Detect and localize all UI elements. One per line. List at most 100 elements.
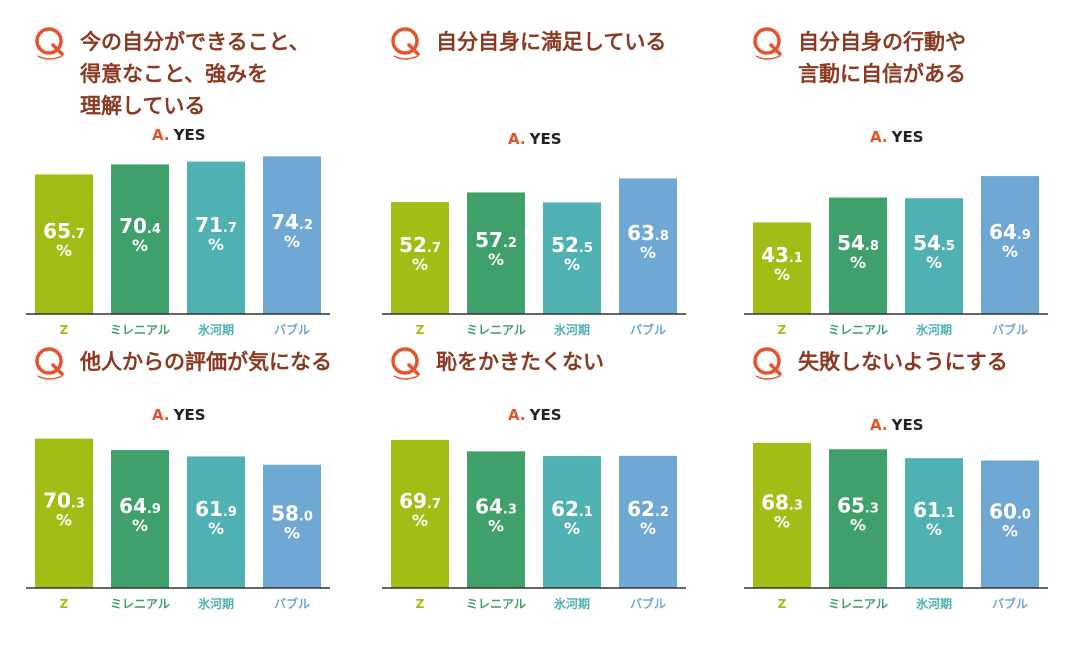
question-title-line: 得意なこと、強みを bbox=[80, 62, 269, 86]
category-label: 氷河期 bbox=[197, 596, 234, 611]
bar-value-label: 65.3 bbox=[837, 494, 879, 518]
bar-value-label: 70.4 bbox=[119, 214, 161, 238]
bar-unit-label: % bbox=[488, 517, 504, 536]
question-title-line: 言動に自信がある bbox=[798, 62, 966, 86]
bar bbox=[905, 458, 963, 588]
bar-unit-label: % bbox=[208, 519, 224, 538]
question-title-line: 理解している bbox=[80, 94, 206, 118]
category-label: Z bbox=[416, 597, 425, 611]
bar-value-label: 52.5 bbox=[551, 233, 593, 257]
bar-unit-label: % bbox=[1002, 521, 1018, 540]
bar-value-label: 69.7 bbox=[399, 489, 441, 513]
answer-label: A. YES bbox=[152, 126, 206, 144]
bar-value-label: 43.1 bbox=[761, 243, 803, 267]
bar-value-label: 58.0 bbox=[271, 501, 313, 525]
question-title-line: 恥をかきたくない bbox=[436, 350, 604, 374]
bar-unit-label: % bbox=[56, 241, 72, 260]
bar bbox=[263, 156, 321, 314]
bar-unit-label: % bbox=[284, 232, 300, 251]
chart-panel: 恥をかきたくない A. YES 69.7% Z 64.3% ミレニアル 62.1% 氷河期 62.… bbox=[382, 346, 730, 646]
bar bbox=[111, 164, 169, 314]
bar bbox=[467, 451, 525, 588]
bar bbox=[35, 438, 93, 588]
bar-value-label: 65.7 bbox=[43, 219, 85, 243]
bar-value-label: 64.9 bbox=[119, 494, 161, 518]
chart-panel: 失敗しないようにする A. YES 68.3% Z 65.3% ミレニアル 61.1% 氷河期 6… bbox=[744, 346, 1080, 646]
bar-chart: 65.7% Z 70.4% ミレニアル 71.7% 氷河期 74.2% バブル bbox=[26, 156, 330, 337]
bar-unit-label: % bbox=[56, 510, 72, 529]
bar bbox=[543, 456, 601, 588]
bar bbox=[981, 176, 1039, 314]
bar bbox=[391, 202, 449, 314]
bar-value-label: 64.9 bbox=[989, 220, 1031, 244]
question-title-line: 他人からの評価が気になる bbox=[80, 350, 332, 374]
question-title: 失敗しないようにする bbox=[798, 346, 1080, 378]
question-q-icon bbox=[753, 347, 782, 380]
category-label: バブル bbox=[630, 596, 666, 611]
question-q-icon bbox=[391, 27, 420, 60]
bar bbox=[391, 439, 449, 588]
answer-yes: YES bbox=[891, 416, 924, 434]
bar-unit-label: % bbox=[926, 520, 942, 539]
question-title-line: 自分自身に満足している bbox=[436, 30, 667, 54]
bar bbox=[829, 197, 887, 314]
answer-prefix: A. bbox=[870, 416, 888, 434]
bar-unit-label: % bbox=[564, 255, 580, 274]
bar bbox=[467, 192, 525, 314]
bar-unit-label: % bbox=[208, 235, 224, 254]
bar-unit-label: % bbox=[132, 236, 148, 255]
bar-chart: 43.1% Z 54.8% ミレニアル 54.5% 氷河期 64.9% バブル bbox=[744, 176, 1048, 337]
bar bbox=[111, 450, 169, 588]
bar-value-label: 61.9 bbox=[195, 497, 237, 521]
bar bbox=[829, 449, 887, 588]
category-label: 氷河期 bbox=[553, 322, 590, 337]
bar-unit-label: % bbox=[1002, 242, 1018, 261]
answer-label: A. YES bbox=[152, 406, 206, 424]
bar-chart: 68.3% Z 65.3% ミレニアル 61.1% 氷河期 60.0% バブル bbox=[744, 442, 1048, 611]
question-q-icon bbox=[391, 347, 420, 380]
question-title: 恥をかきたくない bbox=[436, 346, 730, 378]
category-label: バブル bbox=[992, 596, 1028, 611]
category-label: Z bbox=[416, 323, 425, 337]
answer-yes: YES bbox=[891, 128, 924, 146]
bar bbox=[187, 161, 245, 314]
chart-panel: 自分自身の行動や 言動に自信がある A. YES 43.1% Z 54.8% ミレニアル 54.… bbox=[744, 26, 1080, 337]
category-label: Z bbox=[60, 597, 69, 611]
answer-label: A. YES bbox=[870, 416, 924, 434]
bar-value-label: 62.1 bbox=[551, 497, 593, 521]
category-label: 氷河期 bbox=[553, 596, 590, 611]
category-label: ミレニアル bbox=[466, 597, 526, 611]
bar bbox=[187, 456, 245, 588]
bar bbox=[543, 202, 601, 314]
bar bbox=[753, 222, 811, 314]
answer-yes: YES bbox=[173, 126, 206, 144]
bar-value-label: 60.0 bbox=[989, 499, 1031, 523]
answer-yes: YES bbox=[529, 130, 562, 148]
bar-value-label: 63.8 bbox=[627, 221, 669, 245]
bar-value-label: 52.7 bbox=[399, 233, 441, 257]
chart-panel: 今の自分ができること、 得意なこと、強みを 理解している A. YES 65.7% Z 70.… bbox=[26, 26, 374, 337]
bar bbox=[981, 460, 1039, 588]
category-label: ミレニアル bbox=[110, 323, 170, 337]
bar-value-label: 61.1 bbox=[913, 498, 955, 522]
question-title: 他人からの評価が気になる bbox=[80, 346, 374, 378]
answer-prefix: A. bbox=[152, 126, 170, 144]
bar-value-label: 54.8 bbox=[837, 231, 879, 255]
chart-panel: 他人からの評価が気になる A. YES 70.3% Z 64.9% ミレニアル 61.9% 氷河… bbox=[26, 346, 374, 646]
category-label: ミレニアル bbox=[828, 597, 888, 611]
bar-value-label: 54.5 bbox=[913, 231, 955, 255]
bar bbox=[753, 442, 811, 588]
question-title-line: 今の自分ができること、 bbox=[80, 30, 310, 54]
bar-value-label: 71.7 bbox=[195, 213, 237, 237]
chart-panel: 自分自身に満足している A. YES 52.7% Z 57.2% ミレニアル 52.5% 氷河期… bbox=[382, 26, 730, 337]
bar-unit-label: % bbox=[284, 523, 300, 542]
answer-prefix: A. bbox=[508, 406, 526, 424]
bar-unit-label: % bbox=[132, 516, 148, 535]
bar bbox=[619, 178, 677, 314]
category-label: Z bbox=[778, 597, 787, 611]
category-label: ミレニアル bbox=[828, 323, 888, 337]
question-title: 自分自身の行動や 言動に自信がある bbox=[798, 26, 1080, 90]
category-label: バブル bbox=[992, 322, 1028, 337]
category-label: Z bbox=[60, 323, 69, 337]
bar-value-label: 57.2 bbox=[475, 228, 517, 252]
